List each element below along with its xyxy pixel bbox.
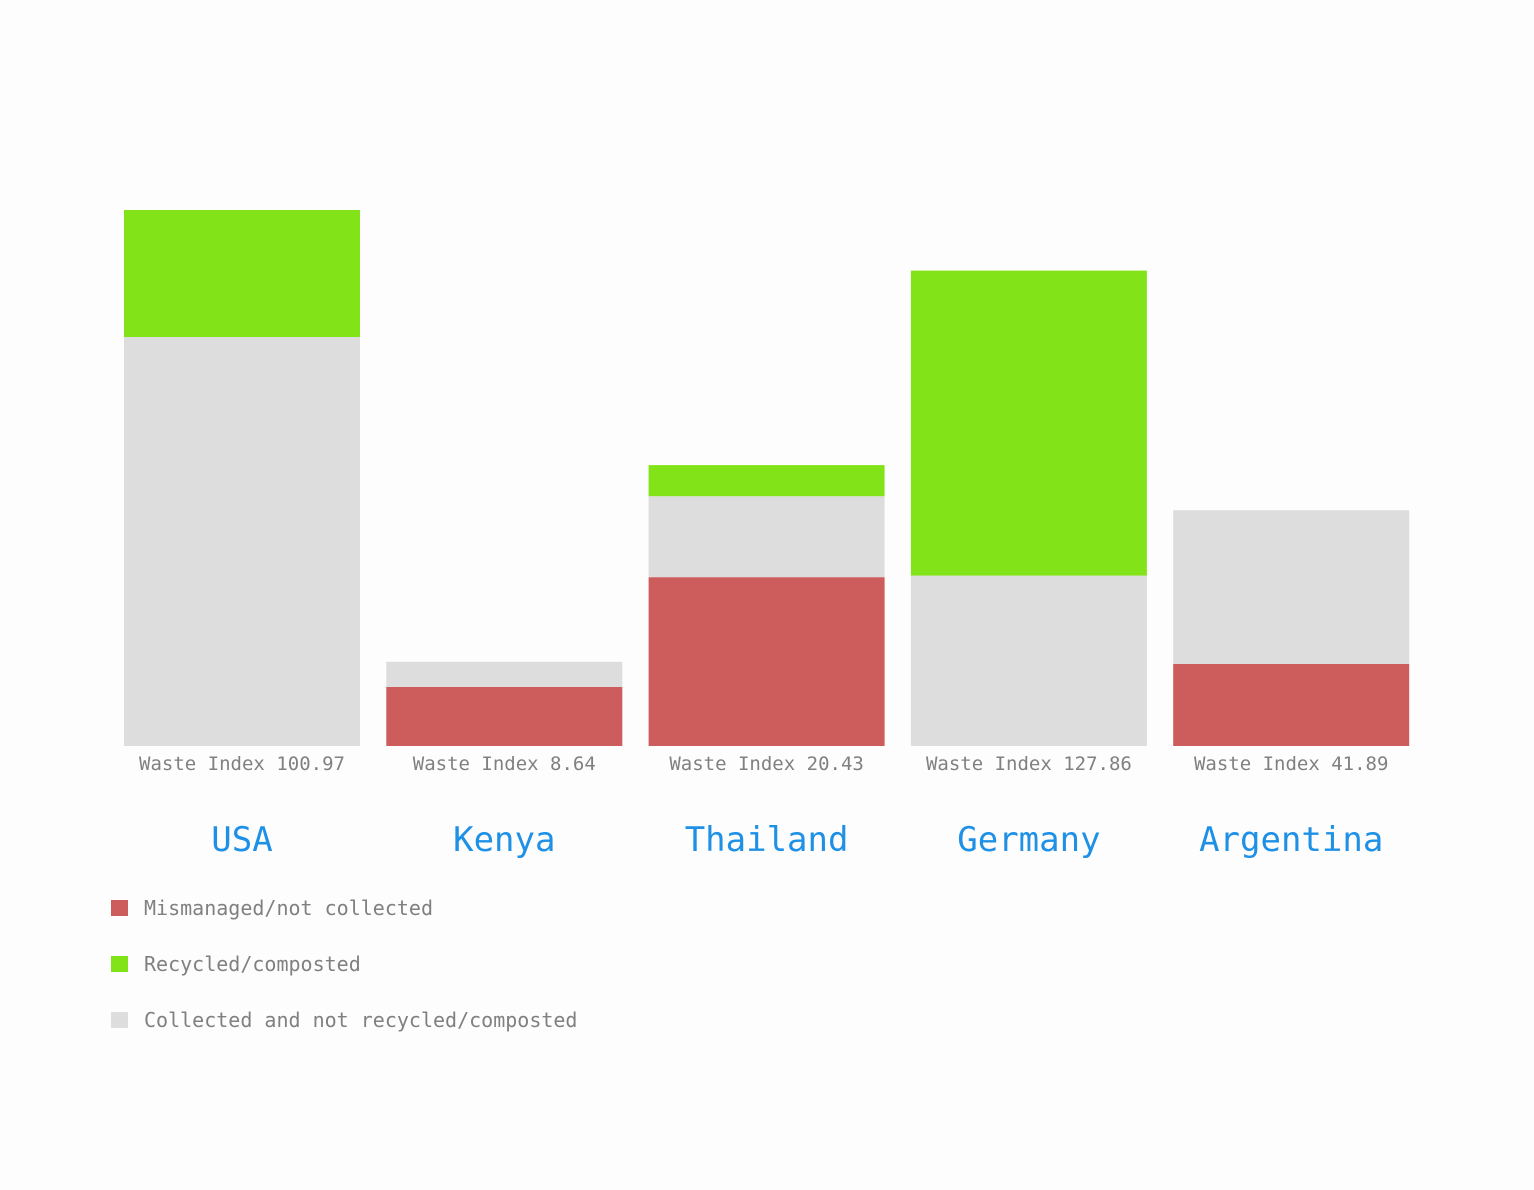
- value-label-thailand: Waste Index 20.43: [669, 753, 863, 775]
- legend-swatch-collected: [111, 1012, 128, 1028]
- bar-segment-thailand-collected-and-not-recycled-composted: [648, 496, 885, 578]
- category-label-kenya: Kenya: [453, 820, 555, 860]
- bar-segment-thailand-recycled-composted: [648, 465, 885, 497]
- value-label-usa: Waste Index 100.97: [139, 753, 345, 775]
- legend-swatch-mismanaged: [111, 900, 128, 916]
- legend-label-collected: Collected and not recycled/composted: [144, 1008, 578, 1032]
- bar-segment-kenya-mismanaged-not-collected: [386, 687, 623, 746]
- category-label-germany: Germany: [957, 820, 1100, 860]
- legend-label-mismanaged: Mismanaged/not collected: [144, 896, 433, 920]
- bar-segment-germany-recycled-composted: [910, 270, 1147, 576]
- value-label-argentina: Waste Index 41.89: [1194, 753, 1388, 775]
- value-label-germany: Waste Index 127.86: [926, 753, 1132, 775]
- value-label-kenya: Waste Index 8.64: [413, 753, 596, 775]
- bar-segment-usa-collected-and-not-recycled-composted: [124, 337, 360, 746]
- bar-segment-kenya-collected-and-not-recycled-composted: [386, 661, 623, 687]
- category-label-usa: USA: [211, 820, 272, 860]
- category-label-argentina: Argentina: [1199, 820, 1383, 860]
- bar-segment-usa-recycled-composted: [124, 210, 360, 337]
- category-label-thailand: Thailand: [685, 820, 849, 860]
- legend-label-recycled: Recycled/composted: [144, 952, 361, 976]
- bar-segment-argentina-collected-and-not-recycled-composted: [1173, 510, 1410, 664]
- legend-swatch-recycled: [111, 956, 128, 972]
- bar-segment-thailand-mismanaged-not-collected: [648, 577, 885, 746]
- bar-segment-argentina-mismanaged-not-collected: [1173, 664, 1410, 746]
- bar-segment-germany-collected-and-not-recycled-composted: [910, 575, 1147, 746]
